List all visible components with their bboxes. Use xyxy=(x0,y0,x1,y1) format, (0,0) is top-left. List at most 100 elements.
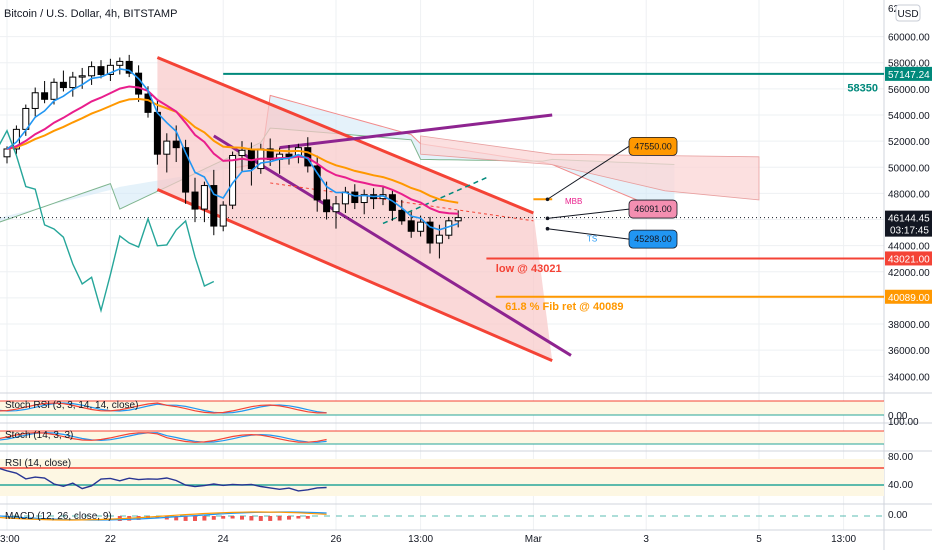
candle-body xyxy=(153,111,161,155)
resistance-price-tag-bg xyxy=(885,66,932,81)
candle-body xyxy=(172,140,180,149)
indicator-panes: Stoch RSI (3, 3, 14, 14, close) Stoch (14… xyxy=(0,392,932,522)
price-tick-label: 44000.00 xyxy=(888,242,930,253)
price-tick-label: 56000.00 xyxy=(888,85,930,96)
candle-body xyxy=(116,60,124,66)
candle-body xyxy=(238,149,246,156)
candle-body xyxy=(360,194,368,204)
time-tick-label: 5 xyxy=(756,534,762,545)
candles[interactable] xyxy=(3,54,462,259)
chart-header: Bitcoin / U.S. Dollar, 4h, BITSTAMP USD xyxy=(4,4,921,22)
fib-text: 61.8 % Fib ret @ 40089 xyxy=(505,301,623,313)
annotations: 58350 low @ 43021 61.8 % Fib ret @ 40089 47… xyxy=(496,83,878,313)
candle-body xyxy=(210,185,218,227)
pane-line-k xyxy=(0,402,327,414)
cloud-span-red xyxy=(420,135,760,201)
indicator-label: MACD (12, 26, close, 9) xyxy=(5,511,112,522)
stoch-rsi-axis: 0.00 xyxy=(888,411,908,422)
price-tick-label: 50000.00 xyxy=(888,163,930,174)
callout-dot xyxy=(545,226,550,231)
macd-histogram-bar xyxy=(155,516,160,519)
macd-histogram-bar xyxy=(211,516,216,520)
price-tick-label: 34000.00 xyxy=(888,372,930,383)
time-tick-label: Mar xyxy=(525,534,543,545)
macd-histogram-bar xyxy=(249,516,254,521)
candle-body xyxy=(313,165,321,201)
fib-price-tag-bg xyxy=(885,289,932,304)
macd-histogram-bar xyxy=(193,516,197,521)
candle-body xyxy=(88,66,96,77)
low-text: low @ 43021 xyxy=(496,263,562,275)
currency-button[interactable] xyxy=(895,4,921,22)
candle-body xyxy=(59,81,67,89)
callout-leader xyxy=(547,145,630,200)
callout-leader xyxy=(547,208,630,219)
macd-histogram-bar xyxy=(277,516,282,521)
candle-body xyxy=(163,140,171,155)
pane-band xyxy=(0,459,884,496)
candle-body xyxy=(351,191,359,204)
macd-histogram-bar xyxy=(221,516,226,519)
level-58350-text: 58350 xyxy=(847,83,878,95)
fib-price-tag: 40089.00 xyxy=(888,293,930,304)
purple-down-line xyxy=(213,134,572,357)
candle-body xyxy=(41,92,49,100)
callout-box xyxy=(628,199,678,219)
time-tick-label: 13:00 xyxy=(408,534,433,545)
macd-histogram-bar xyxy=(268,516,273,521)
candle-body xyxy=(50,81,58,100)
price-tick-label: 36000.00 xyxy=(888,346,930,357)
callout-text: 45298.00 xyxy=(634,234,672,244)
signal-line xyxy=(0,511,327,521)
candle-body xyxy=(435,234,443,244)
candle-body xyxy=(332,203,340,213)
cloud-span xyxy=(0,95,675,222)
pane-line-d xyxy=(0,431,327,443)
resistance-price-tag: 57147.24 xyxy=(888,70,930,81)
callout-text: 46091.00 xyxy=(634,204,672,214)
candle-body xyxy=(219,204,227,227)
currency-label[interactable]: USD xyxy=(897,9,918,20)
candle-body xyxy=(125,60,133,74)
indicator-label: Stoch RSI (3, 3, 14, 14, close) xyxy=(5,400,138,411)
ema-pink xyxy=(6,85,459,215)
callout-dot xyxy=(545,216,550,221)
candle-body xyxy=(182,147,190,193)
macd-histogram-bar xyxy=(230,516,235,519)
ts-label: TS xyxy=(587,235,597,244)
ema-blue xyxy=(6,68,459,231)
channel-upper xyxy=(156,56,534,215)
macd-histogram-bar xyxy=(296,516,301,519)
low-price-tag-bg xyxy=(885,251,932,266)
lagging-span xyxy=(0,129,215,314)
candle-body xyxy=(191,191,199,210)
candle-body xyxy=(407,220,415,232)
macd-histogram-bar xyxy=(202,516,207,521)
callout-box xyxy=(628,229,678,249)
candle-body xyxy=(417,221,425,232)
macd-histogram-bar xyxy=(174,516,179,521)
macd-histogram-bar xyxy=(183,516,188,521)
mbb-label: MBB xyxy=(565,197,582,206)
candle-body xyxy=(426,221,434,244)
macd-histogram-bar xyxy=(258,516,263,521)
price-tick-label: 42000.00 xyxy=(888,268,930,279)
callout-leader xyxy=(547,228,630,240)
candle-body xyxy=(3,148,11,158)
indicator-label: RSI (14, close) xyxy=(5,458,71,469)
rsi-axis-40: 40.00 xyxy=(888,480,913,491)
purple-up-line xyxy=(279,113,553,150)
current-price-label: 46144.45 xyxy=(888,214,930,225)
current-price-bg xyxy=(885,210,932,237)
stoch-axis: 100.00 xyxy=(888,417,919,428)
time-tick-label: 13:00 xyxy=(831,534,856,545)
candle-body xyxy=(31,92,39,109)
candle-body xyxy=(106,64,114,75)
price-tick-label: 52000.00 xyxy=(888,137,930,148)
callout-dot xyxy=(545,197,550,202)
price-tick-label: 48000.00 xyxy=(888,189,930,200)
candle-body xyxy=(69,76,77,89)
